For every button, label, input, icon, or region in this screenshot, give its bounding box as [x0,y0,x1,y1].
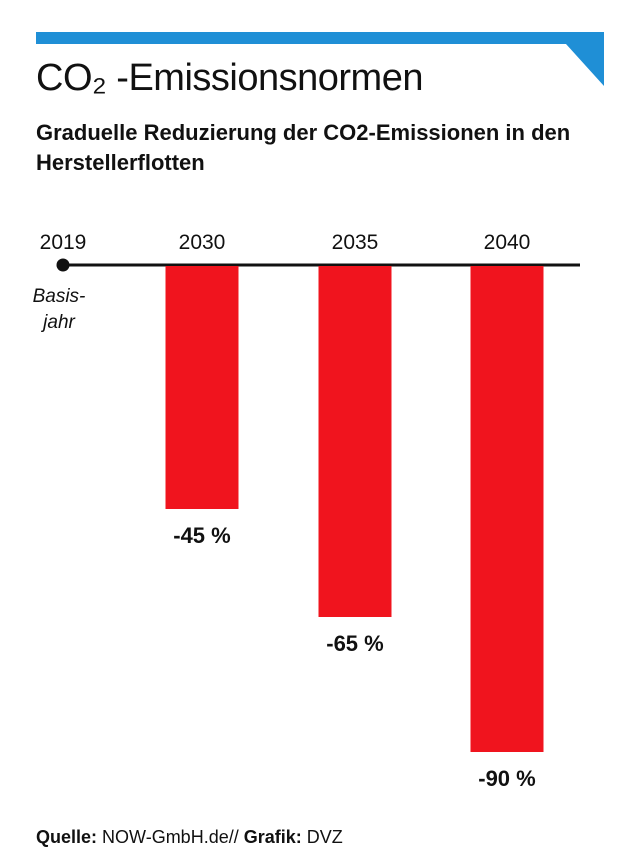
bar-value-label: -90 % [478,766,535,791]
source-footer: Quelle: NOW-GmbH.de// Grafik: DVZ [36,827,343,848]
baseline-caption-line: jahr [40,312,75,333]
page-title: CO₂ -Emissionsnormen [36,57,423,99]
baseline-caption-line: Basis- [33,286,86,307]
reduction-bar [165,266,239,509]
reduction-bar [470,266,544,752]
year-tick-label: 2035 [332,231,379,254]
year-tick-label: 2030 [179,231,226,254]
reduction-bar [318,266,392,617]
graphic-label: Grafik: [243,827,302,847]
bar-value-label: -65 % [326,631,383,656]
chart-subtitle: Graduelle Reduzierung der CO2-Emissionen… [36,120,571,176]
graphic-value: DVZ [306,827,343,847]
year-tick-label: 2040 [484,231,531,254]
accent-banner [36,32,604,86]
baseline-dot [56,258,70,272]
source-value: NOW-GmbH.de// [102,827,239,847]
bar-value-label: -45 % [173,523,230,548]
baseline-year-label: 2019 [40,231,87,254]
source-label: Quelle: [36,827,98,847]
